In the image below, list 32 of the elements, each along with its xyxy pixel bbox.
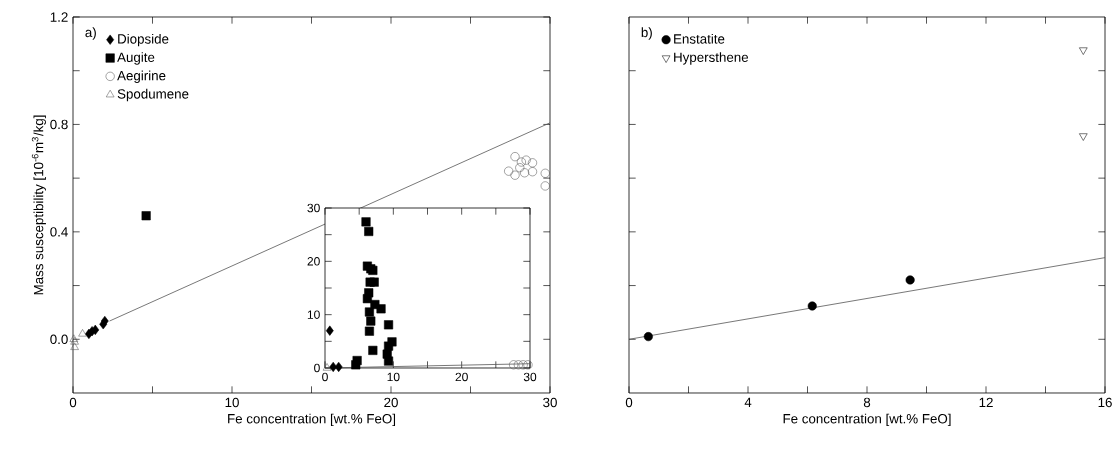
- legend-label: Hypersthene: [674, 52, 749, 65]
- x-tick-label: 16: [1098, 397, 1112, 408]
- legend-label: Diopside: [118, 33, 169, 47]
- y-tick-label: 0.4: [50, 227, 68, 237]
- legend-label: Enstatite: [674, 33, 725, 44]
- annotation: a): [85, 27, 96, 40]
- y-tick-label: 20: [307, 257, 320, 266]
- legend-label: Augite: [117, 52, 155, 65]
- x-tick-label: 30: [543, 397, 557, 408]
- y-tick-label: 0.8: [50, 119, 68, 130]
- x-tick-label: 4: [744, 397, 752, 407]
- x-axis-title: Fe concentration [wt.% FeO]: [783, 413, 951, 427]
- x-tick-label: 0: [322, 372, 328, 382]
- x-tick-label: 0: [69, 397, 77, 408]
- y-tick-label: 0: [314, 363, 320, 373]
- annotation: b): [641, 27, 652, 40]
- x-tick-label: 12: [979, 397, 993, 408]
- y-tick-label: 10: [307, 310, 320, 319]
- x-tick-label: 30: [523, 372, 537, 382]
- x-tick-label: 10: [225, 397, 239, 408]
- y-axis-title: Mass susceptibility [10$^{-6}$m$^{3}$/kg]: [31, 115, 46, 295]
- y-tick-label: 0.0: [50, 334, 68, 344]
- x-tick-label: 20: [384, 397, 398, 408]
- x-tick-label: 10: [387, 372, 400, 382]
- x-tick-label: 20: [455, 372, 468, 382]
- x-tick-label: 0: [625, 397, 633, 408]
- y-tick-label: 30: [307, 203, 320, 213]
- legend-label: Aegirine: [117, 70, 166, 83]
- legend-label: Spodumene: [117, 88, 189, 102]
- x-tick-label: 8: [863, 397, 871, 408]
- y-tick-label: 1.2: [50, 12, 68, 22]
- x-axis-title: Fe concentration [wt.% FeO]: [228, 413, 396, 427]
